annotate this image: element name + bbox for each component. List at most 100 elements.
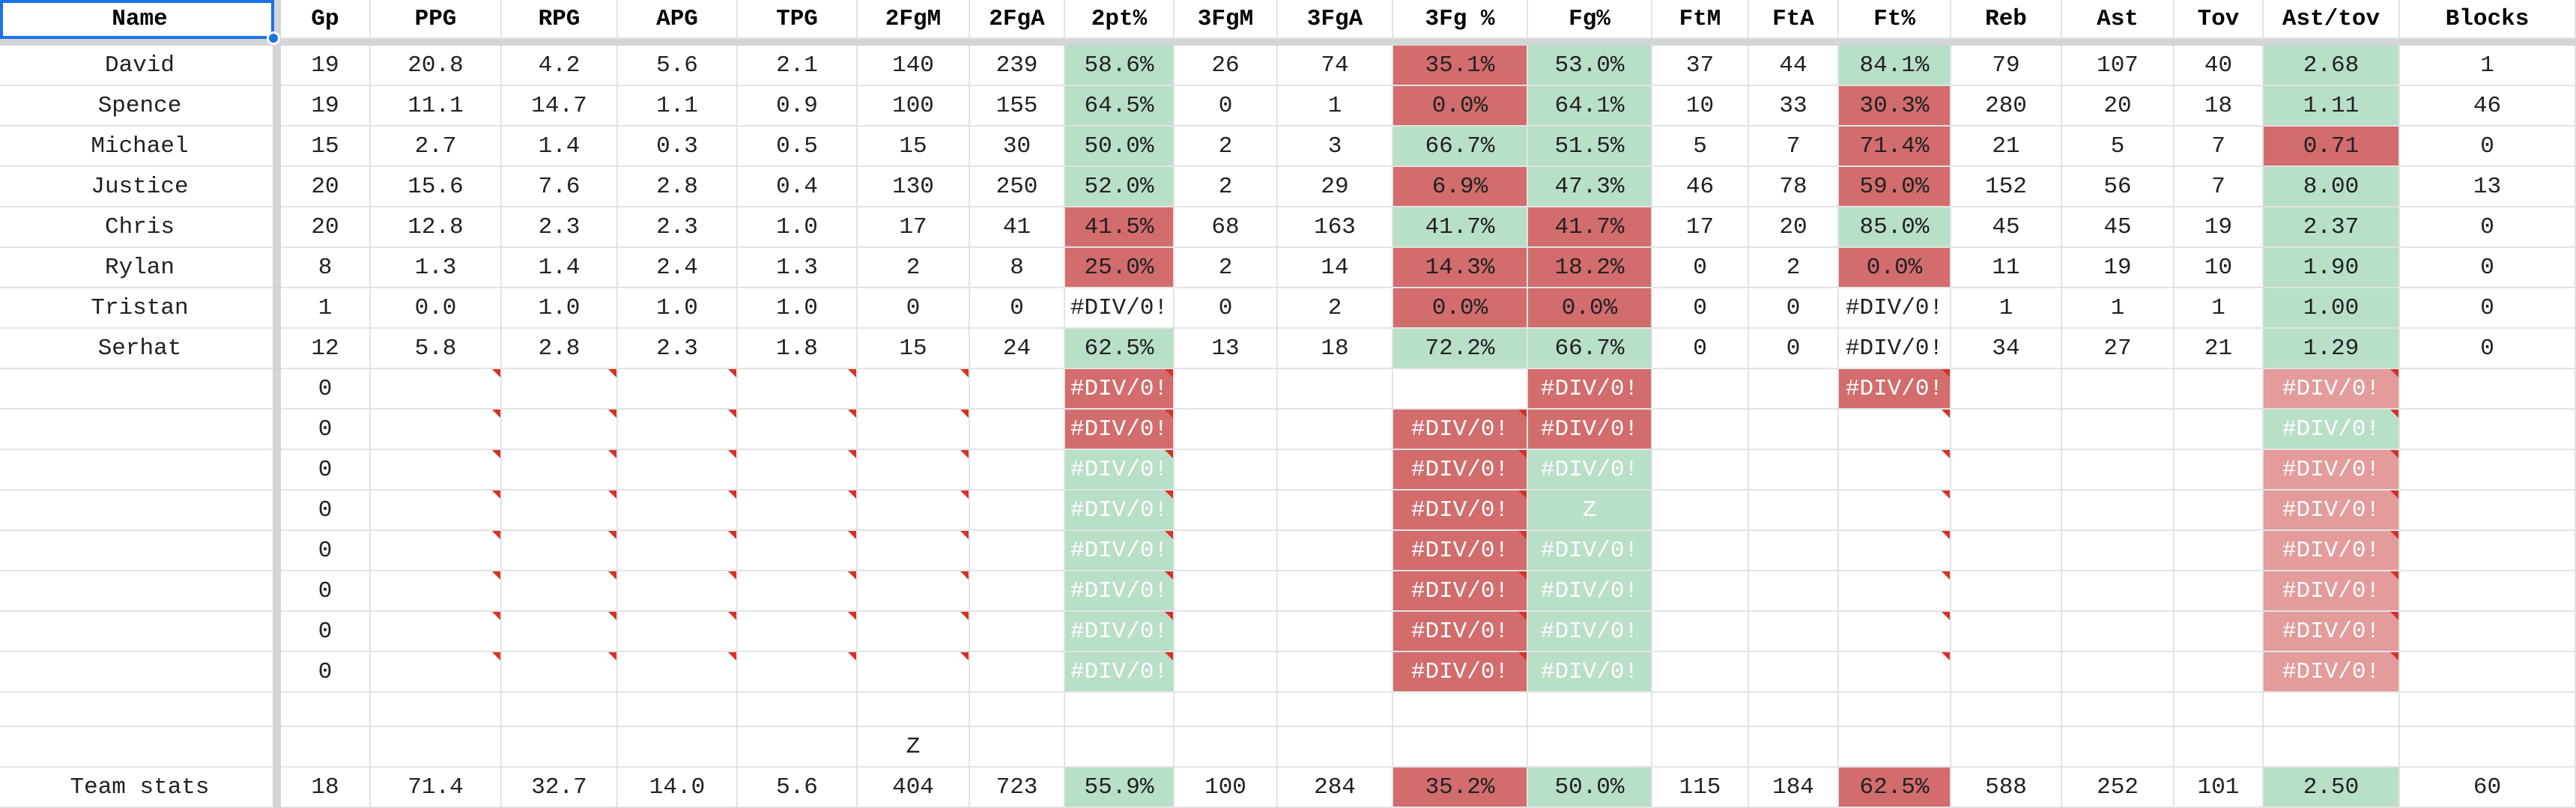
stat-cell[interactable]: 15.6 <box>371 167 502 207</box>
empty-cell[interactable] <box>970 531 1065 571</box>
empty-cell[interactable] <box>738 571 858 612</box>
stat-cell[interactable]: 155 <box>970 86 1065 127</box>
stat-cell[interactable]: 0 <box>281 490 371 531</box>
empty-cell[interactable] <box>371 490 502 531</box>
stat-cell[interactable]: 140 <box>858 46 970 86</box>
empty-cell[interactable] <box>1278 369 1393 410</box>
empty-cell[interactable] <box>738 612 858 652</box>
empty-cell[interactable] <box>1278 410 1393 450</box>
stat-cell[interactable]: 5.8 <box>371 329 502 369</box>
stat-cell[interactable]: 19 <box>2175 207 2264 248</box>
team-stat-cell[interactable]: 184 <box>1749 768 1839 808</box>
empty-cell[interactable] <box>0 450 281 490</box>
column-header-3fg-[interactable]: 3Fg % <box>1393 0 1528 39</box>
formula-cell[interactable]: #DIV/0! <box>1393 652 1528 693</box>
formula-cell[interactable]: #DIV/0! <box>1528 369 1652 410</box>
empty-cell[interactable] <box>1175 450 1278 490</box>
stat-cell[interactable]: 130 <box>858 167 970 207</box>
empty-cell[interactable] <box>1749 410 1839 450</box>
column-header-ast-tov[interactable]: Ast/tov <box>2264 0 2400 39</box>
stat-cell[interactable]: 1.1 <box>618 86 738 127</box>
stat-cell[interactable]: 107 <box>2062 46 2175 86</box>
stat-cell[interactable]: 8.00 <box>2264 167 2400 207</box>
player-name-cell[interactable]: David <box>0 46 281 86</box>
column-header-2pt-[interactable]: 2pt% <box>1065 0 1175 39</box>
stat-cell[interactable]: 2.3 <box>618 329 738 369</box>
formula-cell[interactable] <box>1839 490 1951 531</box>
empty-cell[interactable] <box>2175 490 2264 531</box>
empty-cell[interactable] <box>2400 410 2576 450</box>
stat-cell[interactable]: 62.5% <box>1065 329 1175 369</box>
stat-cell[interactable]: 46 <box>2400 86 2576 127</box>
stat-cell[interactable]: 50.0% <box>1065 127 1175 167</box>
stat-cell[interactable]: 250 <box>970 167 1065 207</box>
empty-cell[interactable] <box>2400 612 2576 652</box>
stat-cell[interactable]: 64.5% <box>1065 86 1175 127</box>
stat-cell[interactable]: 2.68 <box>2264 46 2400 86</box>
column-header-ppg[interactable]: PPG <box>371 0 502 39</box>
empty-cell[interactable] <box>1839 727 1951 768</box>
stat-cell[interactable]: 21 <box>2175 329 2264 369</box>
formula-cell[interactable] <box>1839 531 1951 571</box>
stat-cell[interactable]: 18 <box>2175 86 2264 127</box>
stat-cell[interactable]: 0.71 <box>2264 127 2400 167</box>
empty-cell[interactable] <box>858 531 970 571</box>
team-stat-cell[interactable]: 18 <box>281 768 371 808</box>
stat-cell[interactable]: 68 <box>1175 207 1278 248</box>
empty-cell[interactable] <box>970 652 1065 693</box>
empty-cell[interactable] <box>1652 612 1749 652</box>
empty-cell[interactable] <box>1749 531 1839 571</box>
empty-cell[interactable] <box>1278 531 1393 571</box>
empty-cell[interactable] <box>1951 693 2062 727</box>
team-stat-cell[interactable]: 404 <box>858 768 970 808</box>
empty-cell[interactable] <box>2175 571 2264 612</box>
column-header-fg-[interactable]: Fg% <box>1528 0 1652 39</box>
stat-cell[interactable]: 19 <box>2062 248 2175 288</box>
stat-cell[interactable]: 20 <box>1749 207 1839 248</box>
stat-cell[interactable]: 14.3% <box>1393 248 1528 288</box>
empty-cell[interactable] <box>618 693 738 727</box>
stat-cell[interactable]: 13 <box>1175 329 1278 369</box>
empty-cell[interactable] <box>970 490 1065 531</box>
stat-cell[interactable]: 0 <box>1175 86 1278 127</box>
empty-cell[interactable] <box>1749 727 1839 768</box>
stat-cell[interactable]: 17 <box>1652 207 1749 248</box>
empty-cell[interactable] <box>1528 727 1652 768</box>
player-name-cell[interactable]: Michael <box>0 127 281 167</box>
empty-cell[interactable] <box>1951 490 2062 531</box>
team-stats-label[interactable]: Team stats <box>0 768 281 808</box>
empty-cell[interactable] <box>970 369 1065 410</box>
player-name-cell[interactable]: Rylan <box>0 248 281 288</box>
stat-cell[interactable]: 0 <box>1652 248 1749 288</box>
empty-cell[interactable] <box>1749 612 1839 652</box>
stat-cell[interactable]: 52.0% <box>1065 167 1175 207</box>
stat-cell[interactable]: 8 <box>281 248 371 288</box>
stat-cell[interactable]: 0 <box>281 652 371 693</box>
empty-cell[interactable] <box>858 490 970 531</box>
formula-cell[interactable]: #DIV/0! <box>1393 490 1528 531</box>
stat-cell[interactable]: 0.0% <box>1528 288 1652 329</box>
player-name-cell[interactable]: Chris <box>0 207 281 248</box>
team-stat-cell[interactable]: 284 <box>1278 768 1393 808</box>
stat-cell[interactable]: 1 <box>2175 288 2264 329</box>
stat-cell[interactable]: 35.1% <box>1393 46 1528 86</box>
empty-cell[interactable] <box>2175 369 2264 410</box>
fill-handle[interactable] <box>267 31 280 45</box>
empty-cell[interactable] <box>1749 450 1839 490</box>
stat-cell[interactable]: 72.2% <box>1393 329 1528 369</box>
stat-cell[interactable]: 1.90 <box>2264 248 2400 288</box>
column-header-ast[interactable]: Ast <box>2062 0 2175 39</box>
stat-cell[interactable]: 1 <box>281 288 371 329</box>
team-stat-cell[interactable]: 60 <box>2400 768 2576 808</box>
empty-cell[interactable] <box>738 531 858 571</box>
formula-cell[interactable] <box>1839 410 1951 450</box>
empty-cell[interactable] <box>618 490 738 531</box>
stat-cell[interactable]: 20 <box>281 207 371 248</box>
stat-cell[interactable]: 2.3 <box>502 207 618 248</box>
column-header-3fgm[interactable]: 3FgM <box>1175 0 1278 39</box>
stat-cell[interactable]: 13 <box>2400 167 2576 207</box>
empty-cell[interactable] <box>1065 727 1175 768</box>
stat-cell[interactable]: 20 <box>2062 86 2175 127</box>
stat-cell[interactable]: 163 <box>1278 207 1393 248</box>
